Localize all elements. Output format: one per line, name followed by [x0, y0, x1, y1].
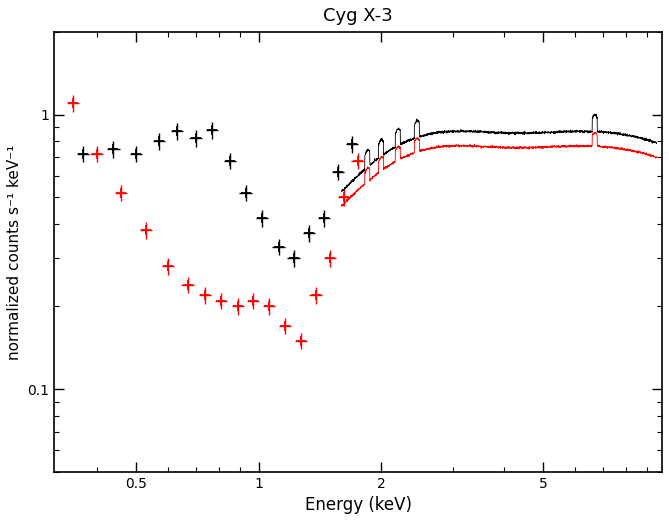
Title: Cyg X-3: Cyg X-3 [323, 7, 393, 25]
Y-axis label: normalized counts s⁻¹ keV⁻¹: normalized counts s⁻¹ keV⁻¹ [7, 144, 22, 359]
X-axis label: Energy (keV): Energy (keV) [304, 496, 411, 514]
